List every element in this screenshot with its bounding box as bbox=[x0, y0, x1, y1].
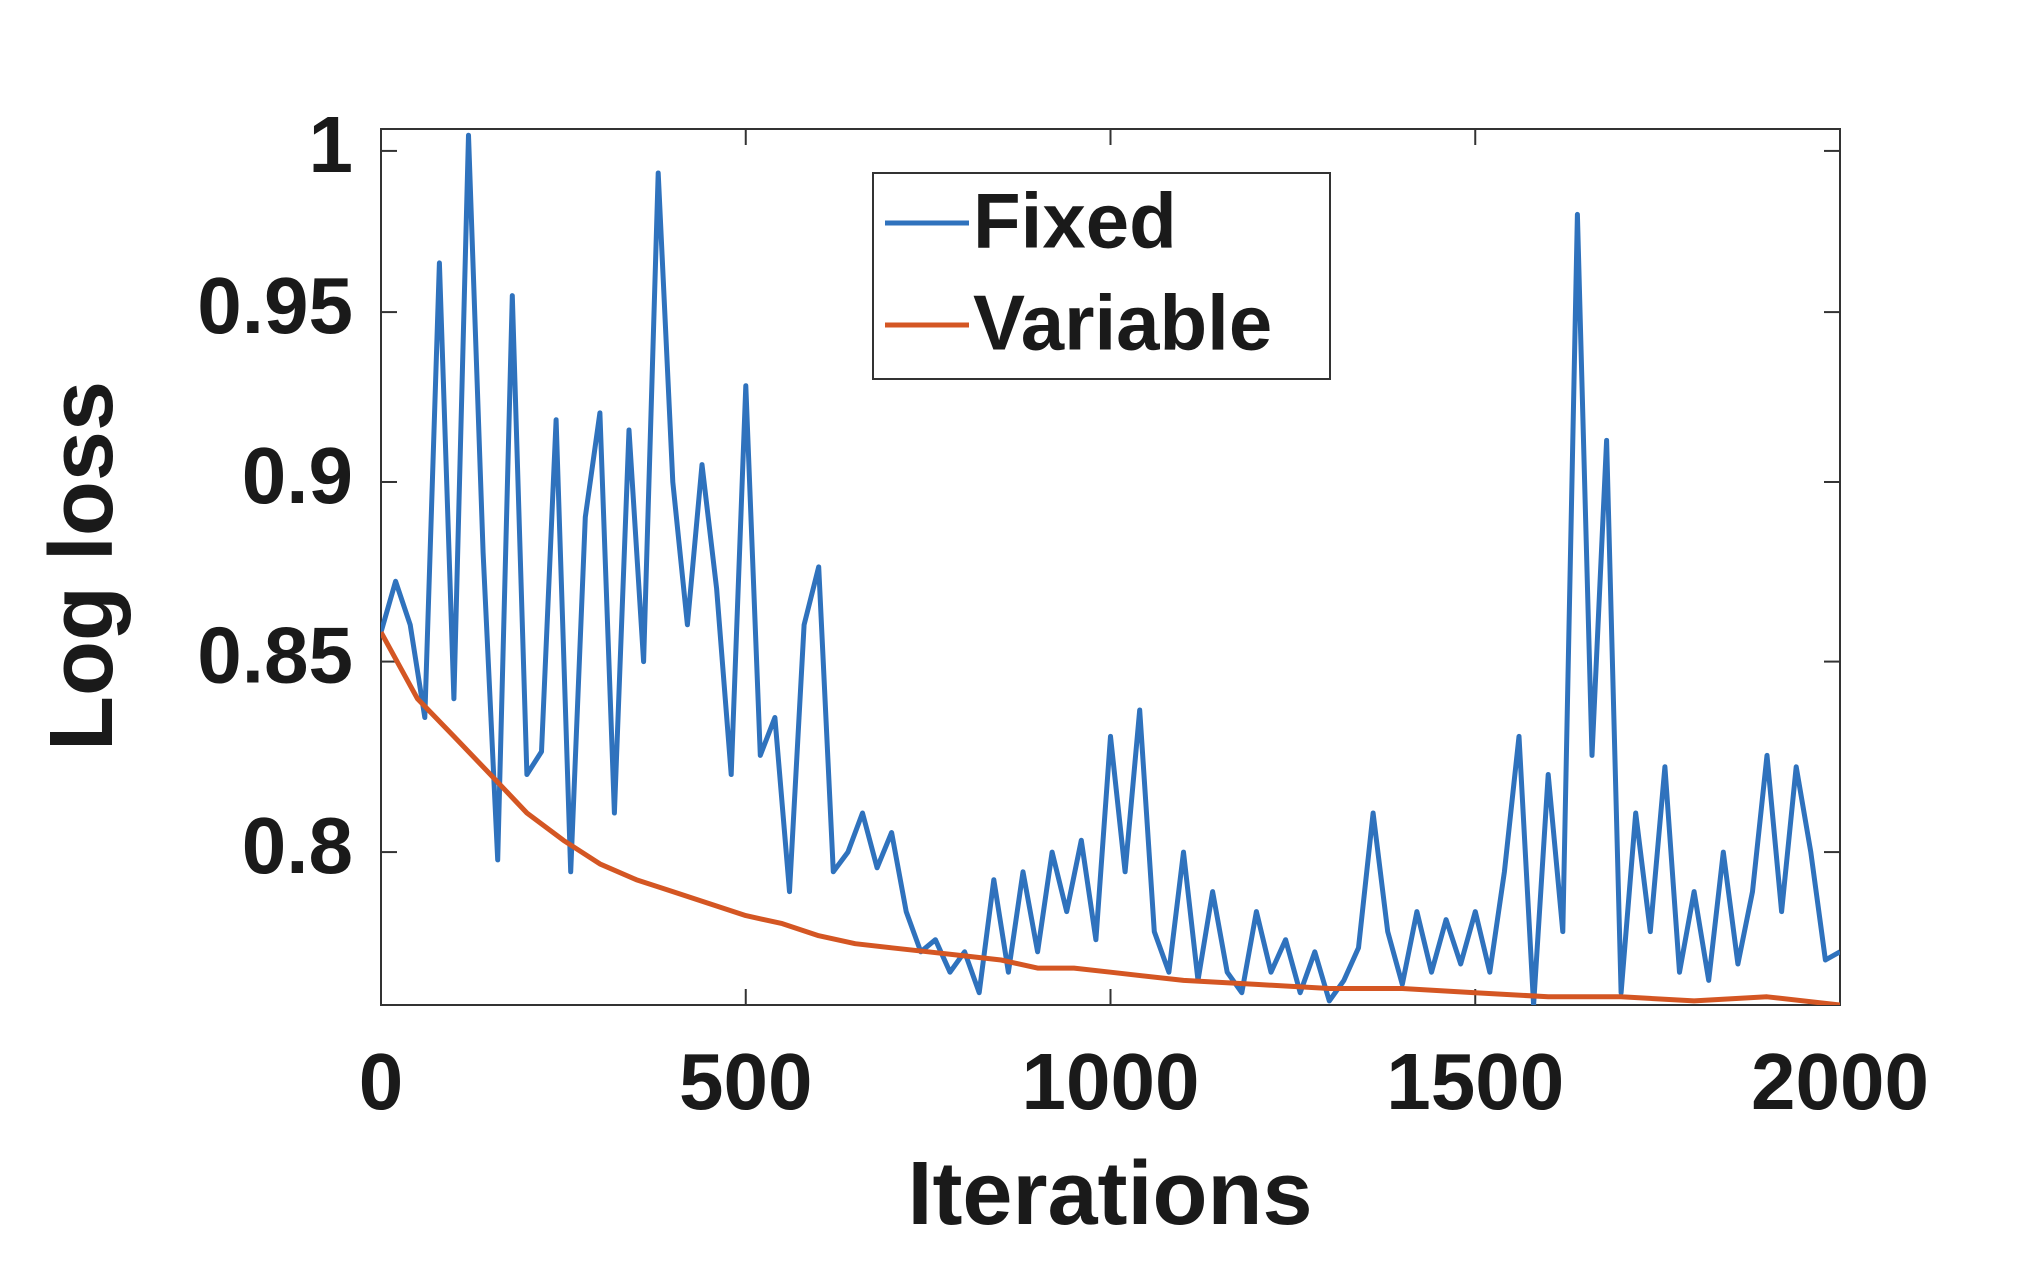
legend-label: Variable bbox=[973, 279, 1272, 367]
x-axis-label: Iterations bbox=[907, 1144, 1312, 1244]
y-tick-label: 0.9 bbox=[242, 431, 353, 520]
series-line bbox=[381, 630, 1840, 1005]
legend-label: Fixed bbox=[973, 177, 1177, 265]
y-axis-label: Log loss bbox=[32, 381, 132, 751]
y-tick-label: 0.85 bbox=[197, 611, 353, 700]
x-tick-label: 1000 bbox=[1022, 1037, 1200, 1126]
series-line bbox=[381, 132, 1840, 1005]
y-tick-label: 1 bbox=[309, 100, 354, 189]
plot-area bbox=[381, 132, 1840, 1005]
x-tick-label: 1500 bbox=[1386, 1037, 1564, 1126]
x-tick-label: 0 bbox=[359, 1037, 404, 1126]
y-tick-label: 0.95 bbox=[197, 261, 353, 350]
y-tick-label: 0.8 bbox=[242, 801, 353, 890]
x-tick-label: 2000 bbox=[1751, 1037, 1929, 1126]
legend-box bbox=[872, 172, 1331, 380]
x-tick-label: 500 bbox=[679, 1037, 812, 1126]
